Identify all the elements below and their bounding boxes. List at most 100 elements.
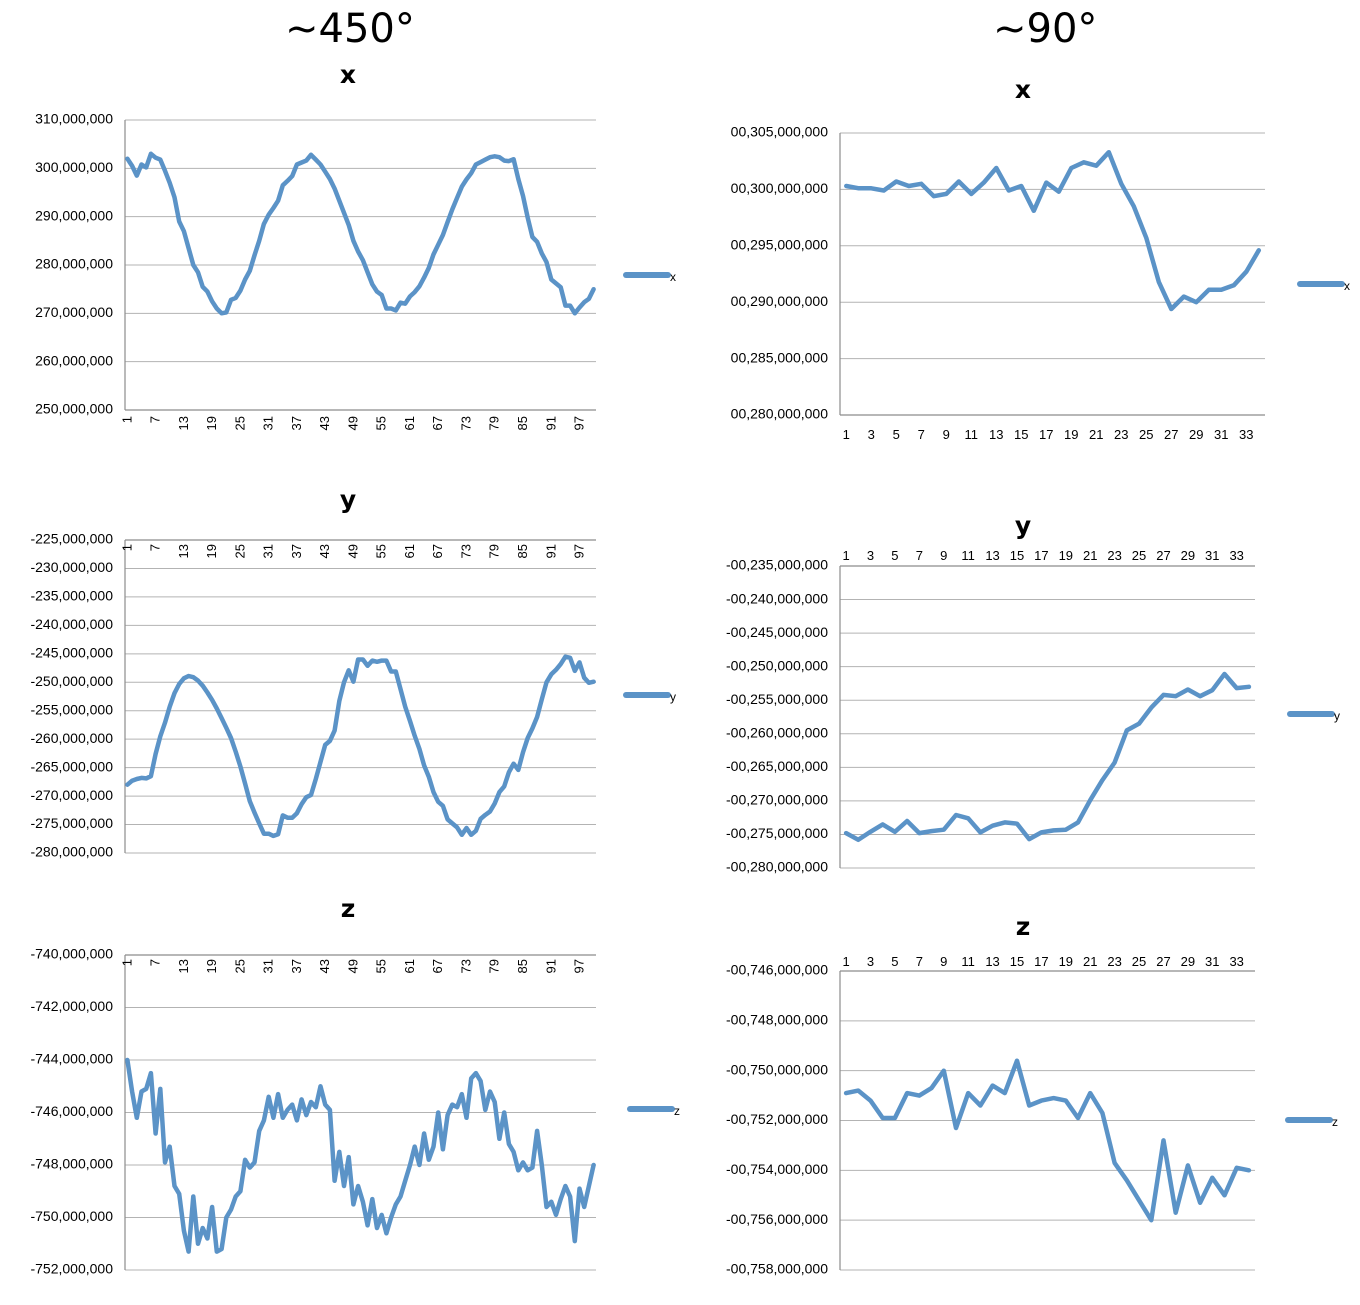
chart-title: z <box>341 894 356 923</box>
x-tick-label: 7 <box>916 548 923 563</box>
x-tick-label: 37 <box>289 959 304 973</box>
x-tick-label: 1 <box>843 427 850 442</box>
x-tick-label: 1 <box>842 548 849 563</box>
y-tick-label: -742,000,000 <box>30 998 113 1014</box>
x-tick-label: 15 <box>1014 427 1028 442</box>
y-tick-label: -00,245,000,000 <box>726 624 828 640</box>
x-tick-label: 5 <box>893 427 900 442</box>
series-line-z <box>127 1060 593 1252</box>
x-tick-label: 29 <box>1181 954 1195 969</box>
x-tick-label: 91 <box>543 544 558 558</box>
x-tick-label: 21 <box>1089 427 1103 442</box>
legend-label: x <box>1344 279 1350 293</box>
x-tick-label: 9 <box>940 548 947 563</box>
x-tick-label: 79 <box>487 959 502 973</box>
y-tick-label: 250,000,000 <box>35 401 113 417</box>
x-tick-label: 23 <box>1107 548 1121 563</box>
x-tick-label: 17 <box>1034 954 1048 969</box>
x-tick-label: 19 <box>1059 954 1073 969</box>
y-tick-label: -00,754,000,000 <box>726 1161 828 1177</box>
x-tick-label: 55 <box>374 416 389 430</box>
x-tick-label: 49 <box>345 959 360 973</box>
y-tick-label: -230,000,000 <box>30 559 113 575</box>
x-tick-label: 17 <box>1034 548 1048 563</box>
x-tick-label: 23 <box>1114 427 1128 442</box>
legend-label: x <box>670 270 676 284</box>
x-tick-label: 27 <box>1156 548 1170 563</box>
x-tick-label: 11 <box>961 548 975 563</box>
x-tick-label: 73 <box>458 416 473 430</box>
chart-x-450: x 250,000,000 260,000,000 270,000,000 280,00… <box>0 55 690 515</box>
x-tick-label: 1 <box>119 416 134 423</box>
y-tick-label: 00,295,000,000 <box>731 237 829 253</box>
chart-x-90: x00,280,000,00000,285,000,00000,290,000,… <box>690 70 1360 530</box>
y-tick-label: 260,000,000 <box>35 352 113 368</box>
y-tick-label: 270,000,000 <box>35 304 113 320</box>
x-tick-label: 97 <box>572 959 587 973</box>
y-tick-label: 310,000,000 <box>35 111 113 127</box>
x-tick-label: 73 <box>458 544 473 558</box>
chart-title: y <box>340 485 356 514</box>
y-tick-label: -746,000,000 <box>30 1103 113 1119</box>
x-tick-label: 67 <box>430 544 445 558</box>
x-tick-label: 37 <box>289 544 304 558</box>
y-tick-label: -00,240,000,000 <box>726 590 828 606</box>
y-tick-label: -748,000,000 <box>30 1156 113 1172</box>
y-tick-label: -225,000,000 <box>30 531 113 547</box>
legend-label: y <box>670 690 676 704</box>
heading-90-degrees: ~90° <box>993 6 1097 52</box>
y-tick-label: -250,000,000 <box>30 673 113 689</box>
chart-z-450: z-752,000,000-750,000,000-748,000,000-74… <box>0 890 690 1290</box>
x-tick-label: 61 <box>402 544 417 558</box>
y-tick-label: -00,270,000,000 <box>726 792 828 808</box>
x-tick-label: 3 <box>867 954 874 969</box>
x-tick-label: 19 <box>1059 548 1073 563</box>
x-tick-label: 25 <box>232 544 247 558</box>
y-tick-label: -744,000,000 <box>30 1051 113 1067</box>
y-tick-label: 290,000,000 <box>35 207 113 223</box>
y-tick-label: -00,250,000,000 <box>726 657 828 673</box>
y-tick-label: 300,000,000 <box>35 159 113 175</box>
y-tick-label: -00,746,000,000 <box>726 962 828 978</box>
x-tick-label: 21 <box>1083 548 1097 563</box>
series-line-z <box>846 1061 1249 1221</box>
x-tick-label: 9 <box>943 427 950 442</box>
x-tick-label: 43 <box>317 416 332 430</box>
y-tick-label: -00,752,000,000 <box>726 1111 828 1127</box>
x-tick-label: 1 <box>119 544 134 551</box>
x-tick-label: 49 <box>345 544 360 558</box>
x-tick-label: 7 <box>916 954 923 969</box>
x-tick-label: 15 <box>1010 954 1024 969</box>
x-tick-label: 85 <box>515 544 530 558</box>
y-tick-label: -270,000,000 <box>30 787 113 803</box>
chart-title: y <box>1015 511 1031 540</box>
x-tick-label: 33 <box>1229 548 1243 563</box>
x-tick-label: 23 <box>1107 954 1121 969</box>
y-tick-label: 280,000,000 <box>35 256 113 272</box>
x-tick-label: 7 <box>148 544 163 551</box>
y-tick-label: -00,265,000,000 <box>726 758 828 774</box>
y-tick-label: -00,260,000,000 <box>726 724 828 740</box>
legend-label: z <box>674 1104 680 1118</box>
x-tick-label: 43 <box>317 544 332 558</box>
y-tick-label: -752,000,000 <box>30 1261 113 1277</box>
x-tick-label: 97 <box>572 544 587 558</box>
y-tick-label: -265,000,000 <box>30 758 113 774</box>
series-line-y <box>127 657 593 836</box>
y-tick-label: -740,000,000 <box>30 946 113 962</box>
x-tick-label: 13 <box>176 416 191 430</box>
y-tick-label: -235,000,000 <box>30 588 113 604</box>
x-tick-label: 31 <box>261 544 276 558</box>
x-tick-label: 85 <box>515 959 530 973</box>
x-tick-label: 27 <box>1164 427 1178 442</box>
x-tick-label: 21 <box>1083 954 1097 969</box>
chart-title: x <box>1015 75 1031 104</box>
y-tick-label: 00,285,000,000 <box>731 349 829 365</box>
x-tick-label: 13 <box>989 427 1003 442</box>
x-tick-label: 67 <box>430 416 445 430</box>
x-tick-label: 5 <box>891 548 898 563</box>
x-tick-label: 67 <box>430 959 445 973</box>
y-tick-label: -00,756,000,000 <box>726 1211 828 1227</box>
series-line-x <box>846 152 1259 309</box>
y-tick-label: -00,255,000,000 <box>726 691 828 707</box>
